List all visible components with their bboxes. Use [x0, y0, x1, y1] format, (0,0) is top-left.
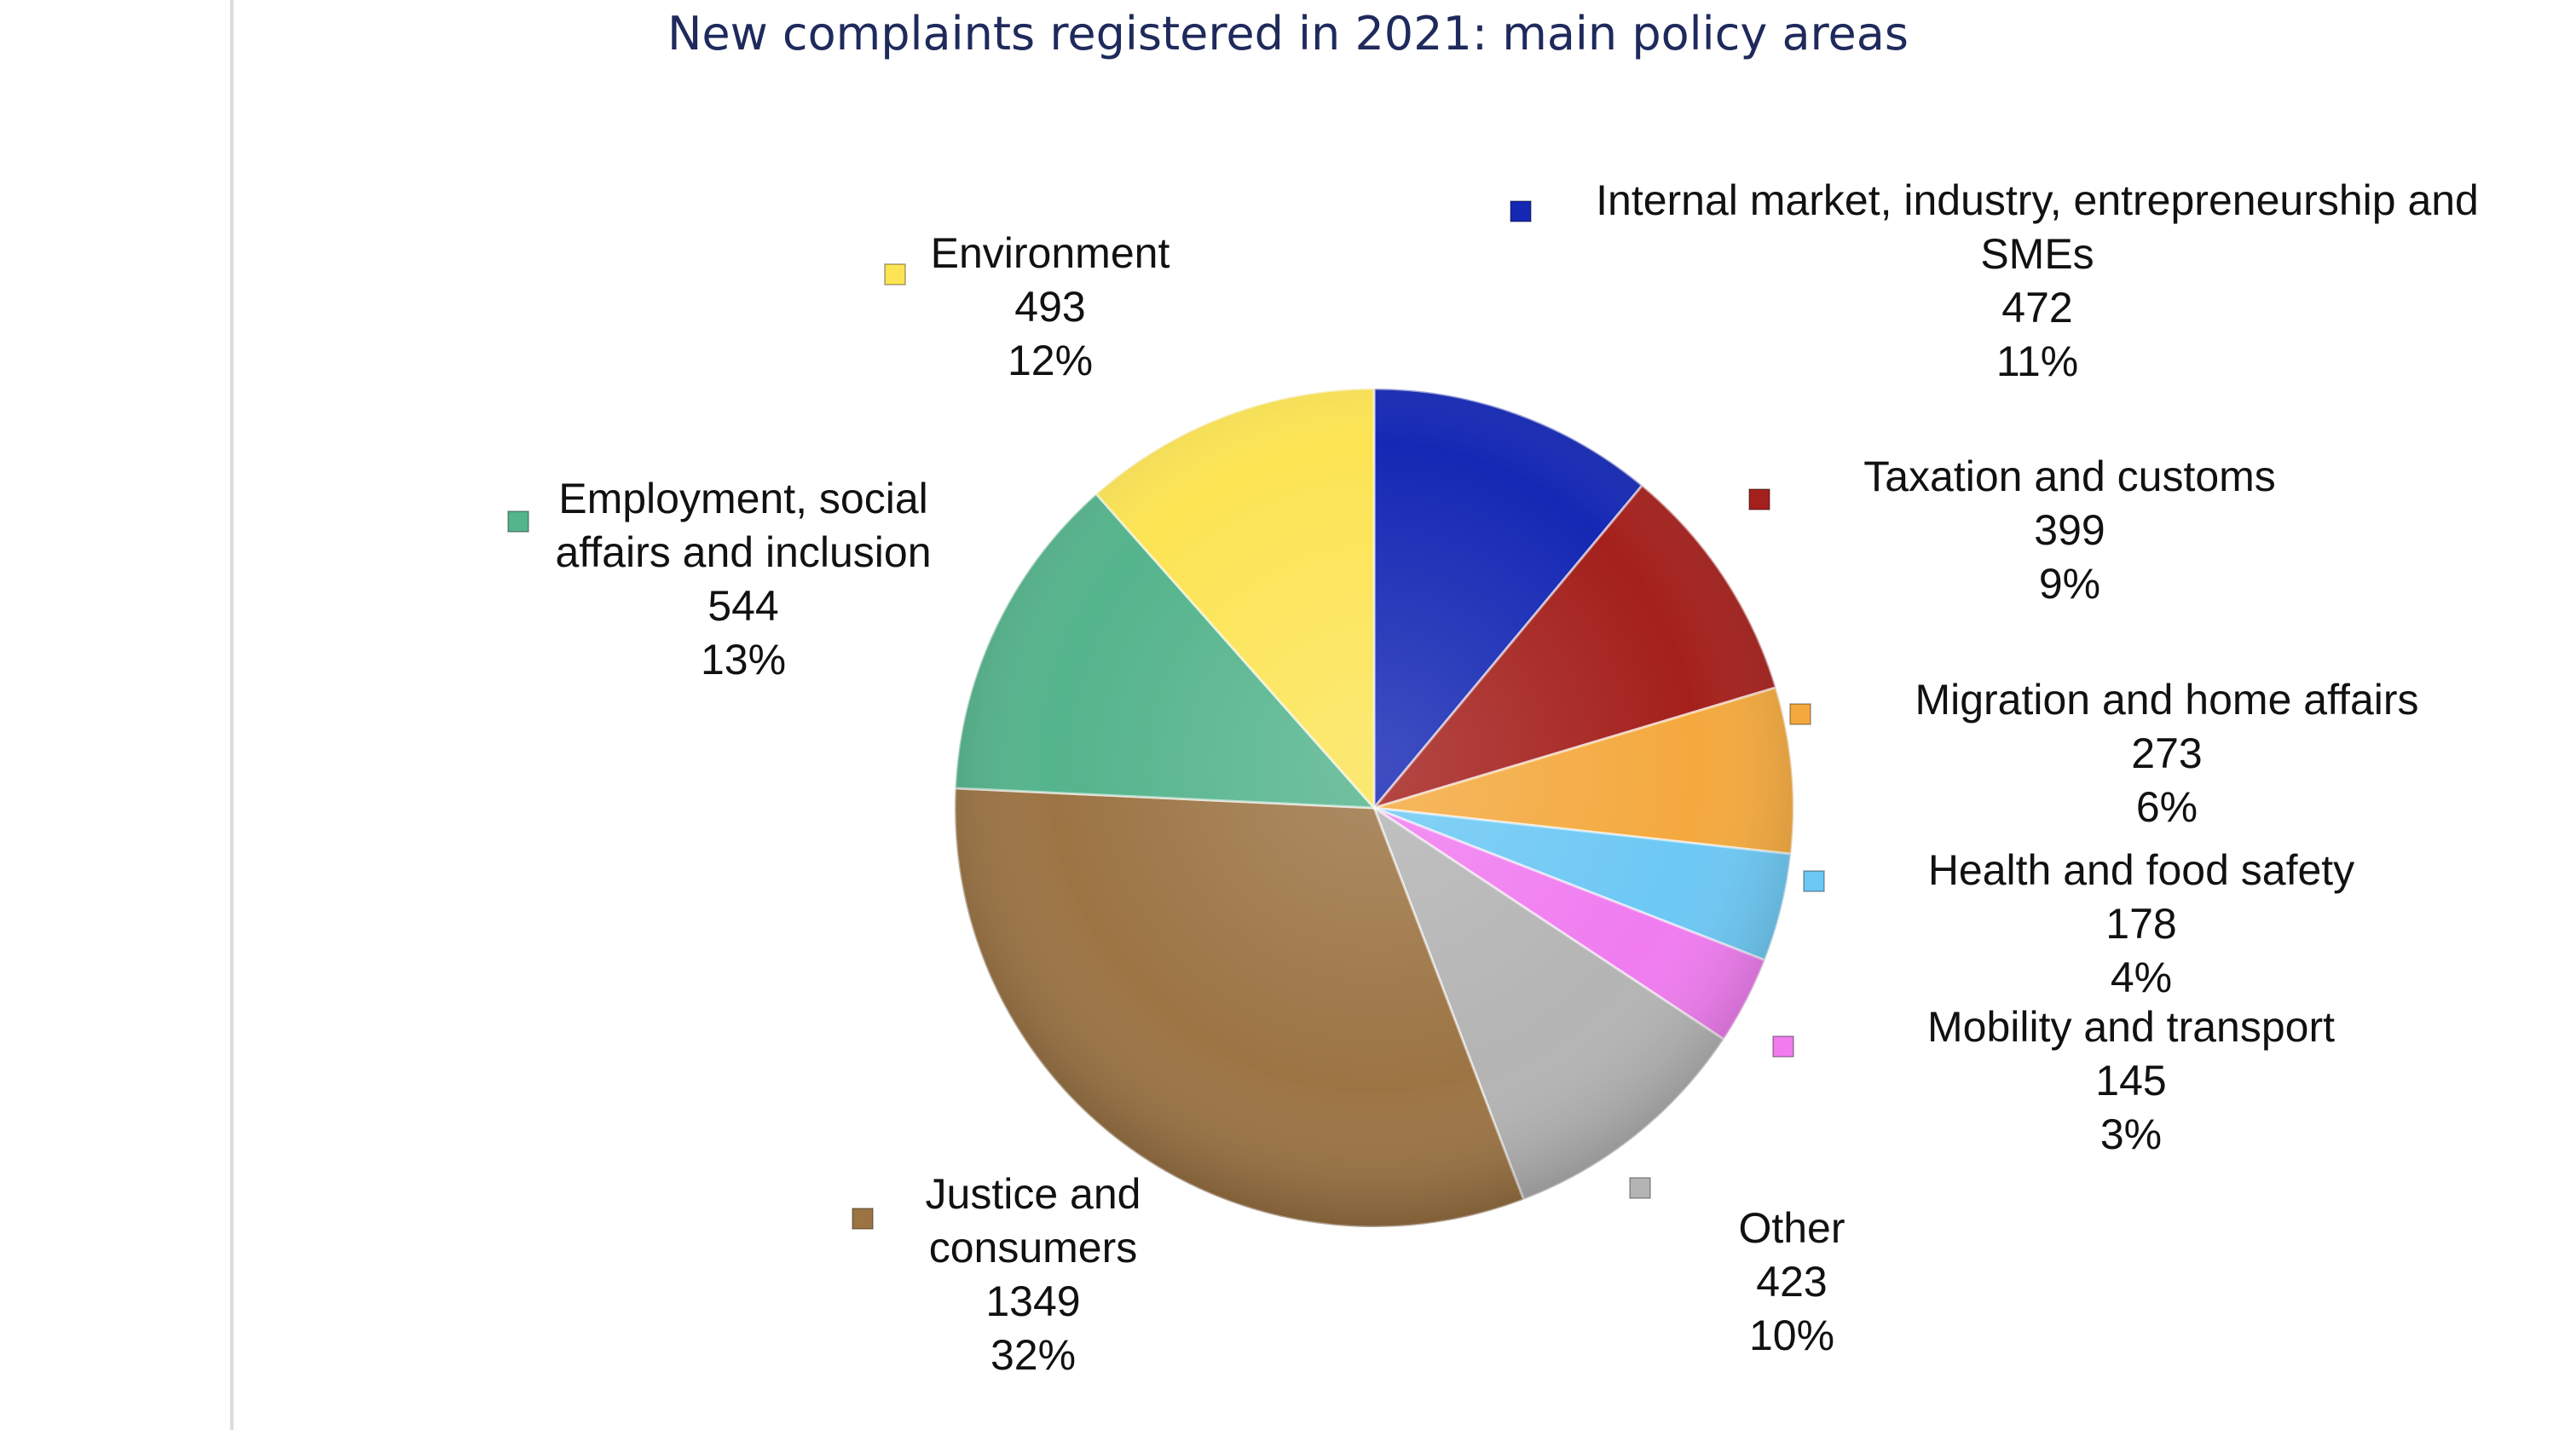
slice-name-label: Other	[1738, 1204, 1845, 1252]
slice-percent-label: 32%	[991, 1331, 1076, 1379]
slice-name-label: Environment	[931, 229, 1170, 277]
slice-percent-label: 3%	[2100, 1110, 2162, 1158]
frame-divider	[230, 0, 234, 1430]
slice-value-label: 544	[708, 582, 778, 630]
slice-percent-label: 11%	[1996, 337, 2078, 385]
slice-name-label: Mobility and transport	[1927, 1003, 2335, 1051]
legend-marker	[1748, 488, 1770, 510]
slice-value-label: 472	[2001, 284, 2072, 332]
slice-value-label: 399	[2034, 506, 2105, 554]
data-label: Internal market, industry, entrepreneurs…	[1510, 176, 2479, 385]
slice-percent-label: 13%	[701, 636, 786, 683]
legend-marker	[1510, 200, 1532, 222]
data-label: Health and food safety 178 4%	[1803, 846, 2354, 1001]
slice-value-label: 423	[1756, 1258, 1827, 1306]
slice-name-label: affairs and inclusion	[555, 528, 931, 576]
data-label: Environment 493 12%	[884, 229, 1170, 384]
slice-value-label: 493	[1014, 283, 1085, 331]
legend-marker	[1629, 1177, 1651, 1199]
data-label: Other 423 10%	[1629, 1177, 1845, 1359]
slice-percent-label: 12%	[1008, 337, 1093, 384]
slice-name-label: Employment, social	[558, 475, 928, 522]
legend-marker	[507, 510, 529, 533]
slice-value-label: 145	[2095, 1057, 2166, 1104]
slice-percent-label: 6%	[2136, 783, 2198, 831]
slice-name-label: SMEs	[1980, 230, 2094, 278]
slice-percent-label: 4%	[2111, 954, 2172, 1001]
legend-marker	[1789, 703, 1811, 725]
data-label: Employment, social affairs and inclusion 5…	[507, 475, 932, 683]
data-label: Migration and home affairs 273 6%	[1789, 676, 2419, 831]
slice-percent-label: 9%	[2039, 560, 2100, 608]
slice-percent-label: 10%	[1749, 1312, 1834, 1359]
legend-marker	[852, 1208, 874, 1230]
slice-name-label: Justice and	[926, 1170, 1141, 1218]
slice-name-label: Internal market, industry, entrepreneurs…	[1596, 176, 2479, 224]
data-label: Mobility and transport 145 3%	[1772, 1003, 2335, 1158]
chart-title: New complaints registered in 2021: main …	[667, 7, 1909, 61]
data-label: Justice and consumers 1349 32%	[852, 1170, 1141, 1379]
slice-name-label: Migration and home affairs	[1915, 676, 2418, 724]
slice-name-label: Health and food safety	[1928, 846, 2354, 894]
legend-marker	[1803, 870, 1825, 892]
slice-value-label: 178	[2105, 900, 2176, 948]
legend-marker	[884, 263, 906, 285]
slice-name-label: consumers	[929, 1224, 1138, 1271]
slice-value-label: 273	[2131, 729, 2202, 777]
slice-name-label: Taxation and customs	[1863, 453, 2276, 500]
legend-marker	[1772, 1035, 1794, 1058]
slice-value-label: 1349	[985, 1277, 1080, 1325]
data-label: Taxation and customs 399 9%	[1748, 453, 2276, 608]
